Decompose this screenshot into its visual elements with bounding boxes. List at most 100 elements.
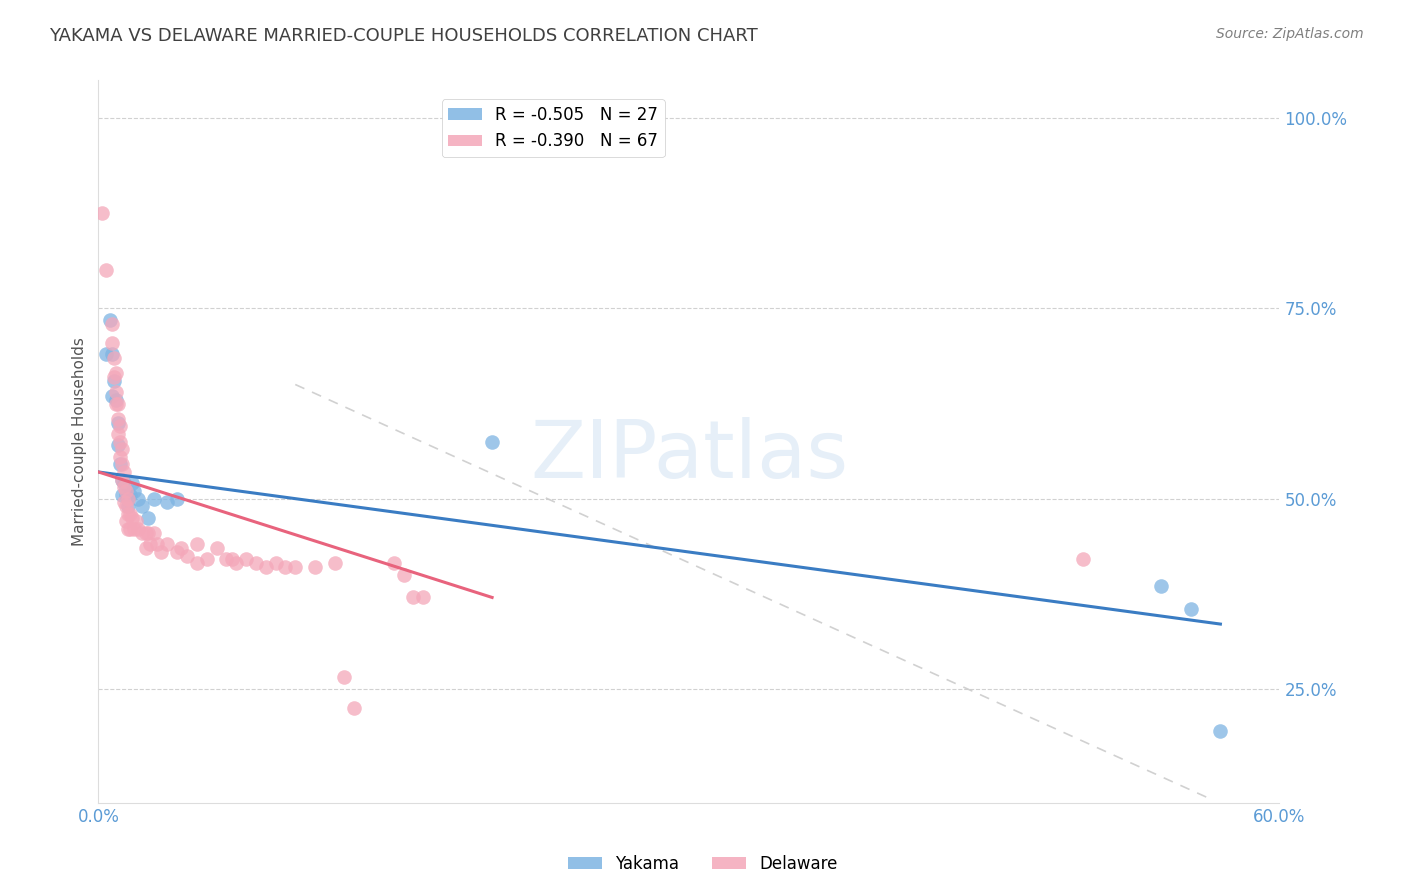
Text: ZIPatlas: ZIPatlas <box>530 417 848 495</box>
Point <box>135 541 157 555</box>
Point <box>138 537 160 551</box>
Point <box>121 510 143 524</box>
Point <box>186 537 208 551</box>
Point <box>221 552 243 566</box>
Point <box>135 525 157 540</box>
Point <box>156 495 179 509</box>
Point <box>117 507 139 521</box>
Point <box>112 476 135 491</box>
Point <box>170 541 193 555</box>
Point <box>111 488 134 502</box>
Point <box>108 450 131 464</box>
Point <box>118 507 141 521</box>
Point <box>107 416 129 430</box>
Point <box>103 374 125 388</box>
Point <box>323 556 346 570</box>
Point <box>101 335 124 350</box>
Point <box>142 491 165 506</box>
Point <box>1150 579 1173 593</box>
Point <box>115 499 138 513</box>
Y-axis label: Married-couple Households: Married-couple Households <box>72 337 87 546</box>
Point <box>215 552 238 566</box>
Point <box>333 670 356 684</box>
Point <box>107 411 129 425</box>
Point <box>115 488 138 502</box>
Point <box>166 545 188 559</box>
Point <box>131 525 153 540</box>
Text: Source: ZipAtlas.com: Source: ZipAtlas.com <box>1216 27 1364 41</box>
Point <box>125 515 148 529</box>
Point <box>117 499 139 513</box>
Point <box>107 426 129 441</box>
Point <box>103 370 125 384</box>
Point <box>176 549 198 563</box>
Point <box>136 525 159 540</box>
Point <box>118 488 141 502</box>
Point <box>117 491 139 506</box>
Point <box>146 537 169 551</box>
Point <box>1180 602 1202 616</box>
Point <box>122 522 145 536</box>
Point <box>127 491 149 506</box>
Point <box>107 438 129 452</box>
Point <box>412 591 434 605</box>
Point <box>103 351 125 365</box>
Point <box>186 556 208 570</box>
Point <box>166 491 188 506</box>
Point <box>245 556 267 570</box>
Point <box>121 476 143 491</box>
Point <box>150 545 173 559</box>
Point <box>98 313 121 327</box>
Text: YAKAMA VS DELAWARE MARRIED-COUPLE HOUSEHOLDS CORRELATION CHART: YAKAMA VS DELAWARE MARRIED-COUPLE HOUSEH… <box>49 27 758 45</box>
Point <box>142 525 165 540</box>
Point <box>91 206 114 220</box>
Point <box>284 560 307 574</box>
Point <box>112 480 135 494</box>
Point <box>1209 723 1232 738</box>
Point <box>156 537 179 551</box>
Point <box>108 419 131 434</box>
Point <box>101 389 124 403</box>
Point <box>112 495 135 509</box>
Point <box>195 552 218 566</box>
Point <box>105 385 128 400</box>
Point <box>264 556 287 570</box>
Legend: Yakama, Delaware: Yakama, Delaware <box>562 848 844 880</box>
Legend: R = -0.505   N = 27, R = -0.390   N = 67: R = -0.505 N = 27, R = -0.390 N = 67 <box>441 99 665 157</box>
Point <box>111 442 134 457</box>
Point <box>343 700 366 714</box>
Point <box>108 458 131 472</box>
Point <box>107 396 129 410</box>
Point <box>111 458 134 472</box>
Point <box>131 499 153 513</box>
Point <box>382 556 405 570</box>
Point <box>105 366 128 380</box>
Point <box>112 465 135 479</box>
Point <box>304 560 326 574</box>
Point <box>117 522 139 536</box>
Point <box>111 473 134 487</box>
Point <box>235 552 257 566</box>
Point <box>205 541 228 555</box>
Point <box>105 396 128 410</box>
Point <box>254 560 277 574</box>
Point <box>136 510 159 524</box>
Point <box>402 591 425 605</box>
Point <box>101 317 124 331</box>
Point <box>274 560 297 574</box>
Point <box>1071 552 1094 566</box>
Point <box>122 483 145 498</box>
Point <box>115 515 138 529</box>
Point <box>101 347 124 361</box>
Point <box>118 522 141 536</box>
Point <box>225 556 247 570</box>
Point <box>111 473 134 487</box>
Point <box>96 263 118 277</box>
Point <box>115 483 138 498</box>
Point <box>96 347 118 361</box>
Point <box>127 522 149 536</box>
Point <box>108 434 131 449</box>
Point <box>481 434 503 449</box>
Point <box>105 392 128 407</box>
Point <box>392 567 415 582</box>
